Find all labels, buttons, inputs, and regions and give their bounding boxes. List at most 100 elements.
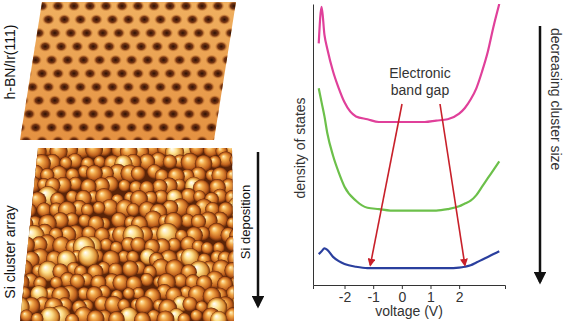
nanomesh-pore — [167, 109, 180, 120]
nanomesh-pore — [151, 41, 164, 52]
nanomesh-pore — [228, 136, 241, 147]
nanomesh-pore — [170, 14, 183, 25]
nanomesh-pore — [20, 68, 33, 79]
nanomesh-pore — [240, 95, 253, 106]
annotation-arrow — [370, 104, 402, 265]
x-tick-label: -2 — [339, 289, 352, 305]
nanomesh-pore — [100, 136, 113, 147]
nanomesh-pore — [272, 95, 285, 106]
nanomesh-pore — [266, 82, 279, 93]
nanomesh-pore — [128, 95, 141, 106]
nanomesh-pore — [212, 68, 225, 79]
x-tick: -2 — [339, 285, 352, 305]
nanomesh-pore — [7, 109, 20, 120]
figure: h-BN/Ir(111)Si cluster arraySi depositio… — [0, 0, 566, 321]
nanomesh-pore — [29, 55, 42, 66]
nanomesh-pore — [205, 55, 218, 66]
nanomesh-pore — [87, 41, 100, 52]
nanomesh-pore — [215, 109, 228, 120]
nanomesh-pore — [176, 95, 189, 106]
nanomesh-pore — [218, 82, 231, 93]
nanomesh-pore — [122, 14, 135, 25]
process-arrow — [257, 152, 260, 306]
si-cluster — [243, 299, 257, 313]
nanomesh-pore — [157, 55, 170, 66]
nanomesh-pore — [247, 41, 260, 52]
nanomesh-pore — [55, 41, 68, 52]
nanomesh-pore — [138, 82, 151, 93]
nanomesh-pore — [183, 41, 196, 52]
nanomesh-pore — [84, 68, 97, 79]
nanomesh-pore — [263, 109, 276, 120]
side-arrow — [539, 26, 542, 282]
nanomesh-pore — [272, 28, 285, 39]
nanomesh-pore — [144, 95, 157, 106]
annotation-arrow — [440, 104, 465, 265]
si-cluster — [123, 287, 135, 299]
nanomesh-pore — [212, 1, 225, 12]
annotation-text: band gap — [391, 82, 450, 98]
nanomesh-pore — [205, 122, 218, 133]
nanomesh-pore — [96, 95, 109, 106]
nanomesh-pore — [144, 28, 157, 39]
nanomesh-pore — [269, 122, 282, 133]
nanomesh-pore — [180, 136, 193, 147]
si-cluster — [3, 165, 21, 183]
nanomesh-pore — [231, 41, 244, 52]
nanomesh-pore — [64, 95, 77, 106]
nanomesh-pore — [20, 136, 33, 147]
nanomesh-pore — [266, 14, 279, 25]
nanomesh-pore — [52, 136, 65, 147]
si-cluster — [5, 309, 20, 321]
nanomesh-pore — [164, 136, 177, 147]
x-axis-title: voltage (V) — [375, 303, 443, 319]
nanomesh-pore — [135, 109, 148, 120]
nanomesh-pore — [167, 41, 180, 52]
nanomesh-pore — [138, 14, 151, 25]
nanomesh-pore — [160, 95, 173, 106]
nanomesh-pore — [45, 122, 58, 133]
si-cluster — [111, 212, 127, 228]
si-cluster — [157, 310, 175, 321]
nanomesh-pore — [173, 55, 186, 66]
nanomesh-pore — [164, 1, 177, 12]
nanomesh-pore — [176, 28, 189, 39]
nanomesh-pore — [202, 14, 215, 25]
nanomesh-pore — [269, 55, 282, 66]
si-cluster — [225, 307, 242, 321]
si-cluster — [226, 217, 238, 229]
nanomesh-pore — [106, 14, 119, 25]
nanomesh-pore — [116, 1, 129, 12]
si-cluster — [3, 187, 22, 206]
process-label: Si deposition — [238, 185, 253, 259]
nanomesh-pore — [157, 122, 170, 133]
nanomesh-pore — [244, 1, 257, 12]
nanomesh-pore — [74, 82, 87, 93]
nanomesh-pore — [250, 149, 263, 160]
nanomesh-pore — [90, 14, 103, 25]
nanomesh-pore — [253, 55, 266, 66]
si-cluster — [131, 166, 146, 181]
image-background — [0, 0, 260, 145]
nanomesh-pore — [151, 109, 164, 120]
nanomesh-pore — [39, 41, 52, 52]
nanomesh-pore — [250, 14, 263, 25]
nanomesh-pore — [135, 41, 148, 52]
si-cluster — [235, 285, 250, 300]
nanomesh-pore — [247, 109, 260, 120]
nanomesh-pore — [36, 136, 49, 147]
nanomesh-pore — [221, 122, 234, 133]
plot-lines — [319, 4, 500, 268]
nanomesh-pore — [39, 109, 52, 120]
si-cluster — [31, 312, 44, 321]
nanomesh-pore — [112, 95, 125, 106]
si-cluster — [238, 261, 253, 276]
si-cluster — [163, 155, 177, 169]
nanomesh-pore — [80, 28, 93, 39]
nanomesh-pore — [189, 122, 202, 133]
nanomesh-pore — [192, 28, 205, 39]
nanomesh-pore — [263, 41, 276, 52]
nanomesh-pore — [23, 41, 36, 52]
nanomesh-pore — [234, 149, 247, 160]
nanomesh-pore — [0, 109, 4, 120]
